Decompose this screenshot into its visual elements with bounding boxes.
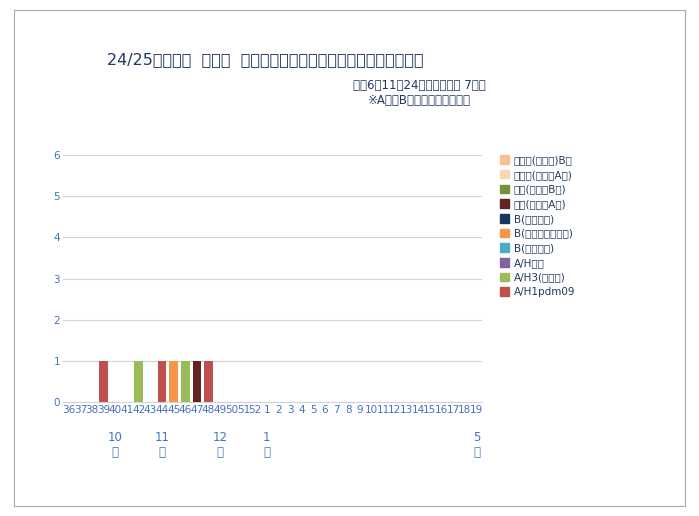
Bar — [169, 361, 178, 402]
Legend: 培養中(迅速等)B型, 培養中(迅速等A型), 陰性(迅速性B型), 陰性(迅速等A型), B(系統不明), B(ビクトリア系統), B(山形系統), A/H不: 培養中(迅速等)B型, 培養中(迅速等A型), 陰性(迅速性B型), 陰性(迅速… — [500, 155, 575, 297]
Text: 5: 5 — [473, 431, 480, 444]
Bar — [157, 361, 166, 402]
Text: 令和6年11月24日現在（総数 7件）: 令和6年11月24日現在（総数 7件） — [353, 78, 486, 92]
Text: 月: 月 — [264, 446, 271, 459]
Bar — [134, 361, 143, 402]
Bar — [192, 361, 201, 402]
Text: 12: 12 — [212, 431, 228, 444]
Bar — [204, 361, 213, 402]
Text: 月: 月 — [217, 446, 224, 459]
Bar — [99, 361, 108, 402]
Text: ※A型とB型の重複検出あり。: ※A型とB型の重複検出あり。 — [368, 94, 471, 107]
Text: 11: 11 — [154, 431, 169, 444]
Text: 10: 10 — [108, 431, 123, 444]
Text: 月: 月 — [112, 446, 119, 459]
Text: 月: 月 — [159, 446, 166, 459]
Text: 1: 1 — [263, 431, 271, 444]
Text: 月: 月 — [473, 446, 480, 459]
Text: 24/25シーズン  新潟市  検体採取週別インフルエンザ検出検査結果: 24/25シーズン 新潟市 検体採取週別インフルエンザ検出検査結果 — [108, 52, 424, 67]
Bar — [181, 361, 189, 402]
